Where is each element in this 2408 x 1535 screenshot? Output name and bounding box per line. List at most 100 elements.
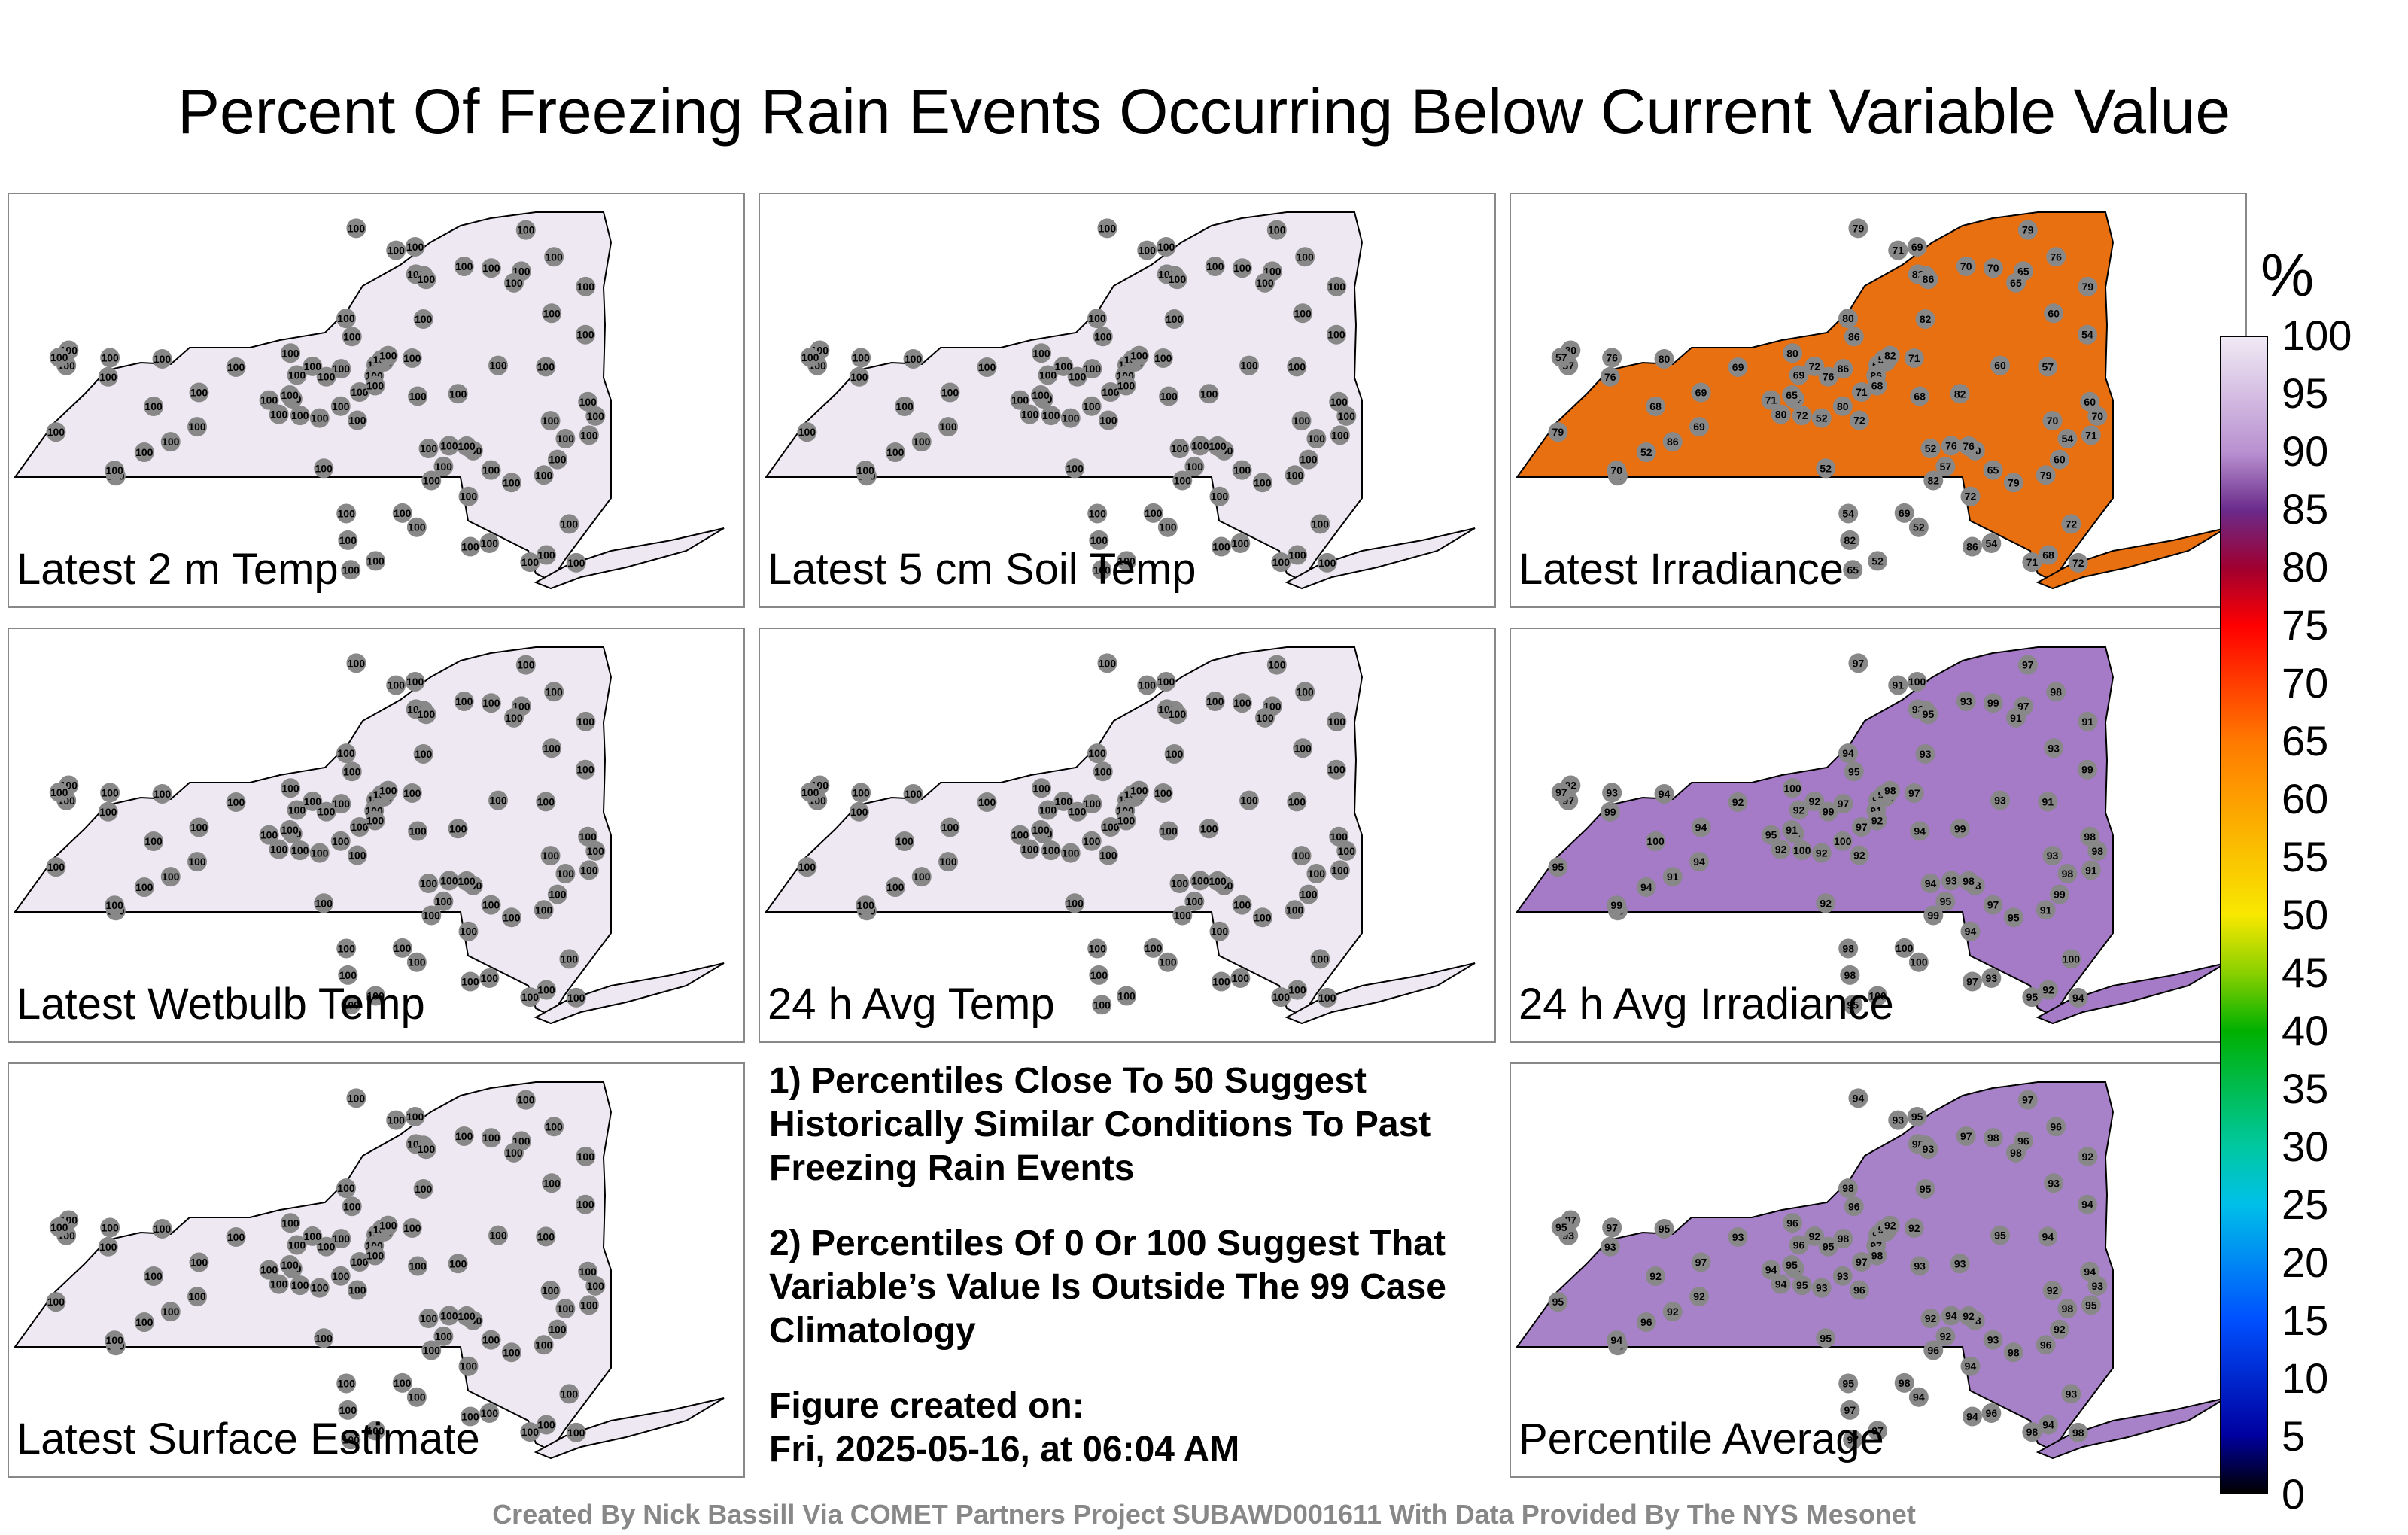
station-marker bbox=[544, 1117, 564, 1137]
station-marker bbox=[1060, 408, 1081, 428]
station-marker bbox=[187, 417, 208, 437]
station-marker bbox=[346, 1088, 366, 1108]
station-value: 100 bbox=[1157, 676, 1175, 688]
station-value: 100 bbox=[549, 1324, 567, 1336]
station-value: 70 bbox=[2047, 415, 2059, 427]
station-value: 99 bbox=[1954, 822, 1966, 834]
long-island-outline bbox=[1285, 527, 1476, 590]
station-marker bbox=[938, 417, 959, 437]
station-value: 100 bbox=[106, 899, 124, 911]
station-marker bbox=[366, 1421, 386, 1441]
station-marker bbox=[1607, 460, 1627, 481]
station-marker bbox=[386, 240, 406, 260]
station-value: 100 bbox=[1093, 999, 1111, 1011]
station-value: 94 bbox=[1842, 747, 1854, 759]
station-value: 97 bbox=[1838, 798, 1850, 810]
panel-latest-irradiance: 5254656970717276798082866860575254656970… bbox=[1510, 193, 2247, 608]
station-marker bbox=[1190, 871, 1210, 891]
station-value: 86 bbox=[1966, 541, 1978, 553]
station-marker bbox=[1789, 1235, 1809, 1255]
station-value: 100 bbox=[1099, 415, 1117, 427]
station-value: 72 bbox=[1853, 415, 1865, 427]
station-marker bbox=[1789, 365, 1809, 385]
station-value: 100 bbox=[1232, 537, 1250, 549]
station-value: 94 bbox=[1913, 1391, 1925, 1403]
station-marker bbox=[338, 965, 358, 985]
station-value: 100 bbox=[798, 861, 816, 873]
station-value: 100 bbox=[1169, 273, 1187, 285]
station-marker bbox=[46, 1292, 66, 1312]
station-value: 100 bbox=[1212, 541, 1230, 553]
colorbar-tick: 95 bbox=[2282, 369, 2329, 417]
station-marker bbox=[1907, 236, 1927, 257]
station-marker bbox=[540, 1281, 561, 1301]
station-marker bbox=[1060, 843, 1081, 863]
station-marker bbox=[280, 385, 300, 406]
station-value: 100 bbox=[561, 1388, 579, 1400]
station-marker bbox=[1728, 792, 1748, 813]
station-value: 100 bbox=[1233, 899, 1251, 911]
station-marker bbox=[269, 839, 289, 859]
station-marker bbox=[488, 355, 508, 375]
station-marker bbox=[1184, 891, 1205, 911]
station-marker bbox=[421, 470, 442, 491]
station-marker bbox=[1607, 895, 1627, 916]
station-value: 100 bbox=[503, 911, 521, 923]
station-marker bbox=[1291, 846, 1312, 866]
station-value: 100 bbox=[1011, 394, 1029, 406]
station-value: 100 bbox=[1093, 564, 1111, 576]
station-value: 92 bbox=[1884, 1220, 1896, 1232]
ny-map: 5254656970717276798082866860575254656970… bbox=[1516, 211, 2227, 590]
station-value: 100 bbox=[850, 806, 868, 818]
station-value: 100 bbox=[304, 1230, 322, 1242]
station-marker bbox=[1983, 1330, 2003, 1350]
station-marker bbox=[1211, 536, 1231, 557]
station-value: 100 bbox=[2063, 953, 2081, 965]
station-value: 54 bbox=[2081, 329, 2093, 341]
station-marker bbox=[1164, 309, 1184, 329]
station-value: 100 bbox=[50, 786, 68, 798]
state-outline bbox=[1516, 211, 2115, 582]
station-value: 100 bbox=[482, 899, 500, 911]
station-value: 100 bbox=[99, 806, 117, 818]
station-value: 100 bbox=[517, 659, 535, 671]
station-value: 100 bbox=[47, 426, 65, 438]
station-value: 76 bbox=[1963, 440, 1975, 452]
station-value: 100 bbox=[460, 1360, 478, 1372]
station-marker bbox=[1818, 801, 1838, 822]
station-marker bbox=[314, 893, 334, 913]
station-marker bbox=[481, 258, 501, 278]
station-marker bbox=[1310, 949, 1330, 969]
station-value: 100 bbox=[403, 352, 421, 364]
station-marker bbox=[2049, 884, 2069, 904]
station-marker bbox=[1081, 396, 1102, 416]
station-value: 100 bbox=[1055, 360, 1073, 372]
station-value: 100 bbox=[852, 351, 870, 363]
station-value: 100 bbox=[1286, 904, 1304, 916]
station-marker bbox=[1232, 693, 1252, 713]
station-value: 100 bbox=[587, 845, 605, 857]
station-value: 97 bbox=[1856, 1256, 1868, 1268]
station-value: 93 bbox=[1892, 1114, 1904, 1126]
station-value: 100 bbox=[99, 1241, 117, 1253]
station-value: 100 bbox=[535, 1339, 553, 1351]
station-marker bbox=[152, 1218, 172, 1239]
station-value: 100 bbox=[1834, 835, 1852, 847]
station-marker bbox=[1317, 987, 1337, 1008]
station-marker bbox=[408, 821, 428, 841]
station-marker bbox=[49, 1217, 69, 1237]
station-value: 91 bbox=[1667, 871, 1679, 883]
station-value: 100 bbox=[348, 415, 366, 427]
station-value: 98 bbox=[1842, 942, 1854, 954]
station-value: 100 bbox=[1331, 864, 1349, 876]
station-marker bbox=[330, 396, 351, 416]
station-marker bbox=[1100, 817, 1120, 837]
colorbar-tick: 55 bbox=[2282, 833, 2329, 880]
station-value: 97 bbox=[1966, 976, 1978, 988]
station-value: 100 bbox=[1094, 765, 1112, 777]
station-marker bbox=[1923, 470, 1944, 491]
station-value: 100 bbox=[1206, 260, 1224, 272]
colorbar-tick: 10 bbox=[2282, 1354, 2329, 1402]
station-value: 100 bbox=[154, 788, 172, 800]
station-marker bbox=[1888, 240, 1908, 260]
